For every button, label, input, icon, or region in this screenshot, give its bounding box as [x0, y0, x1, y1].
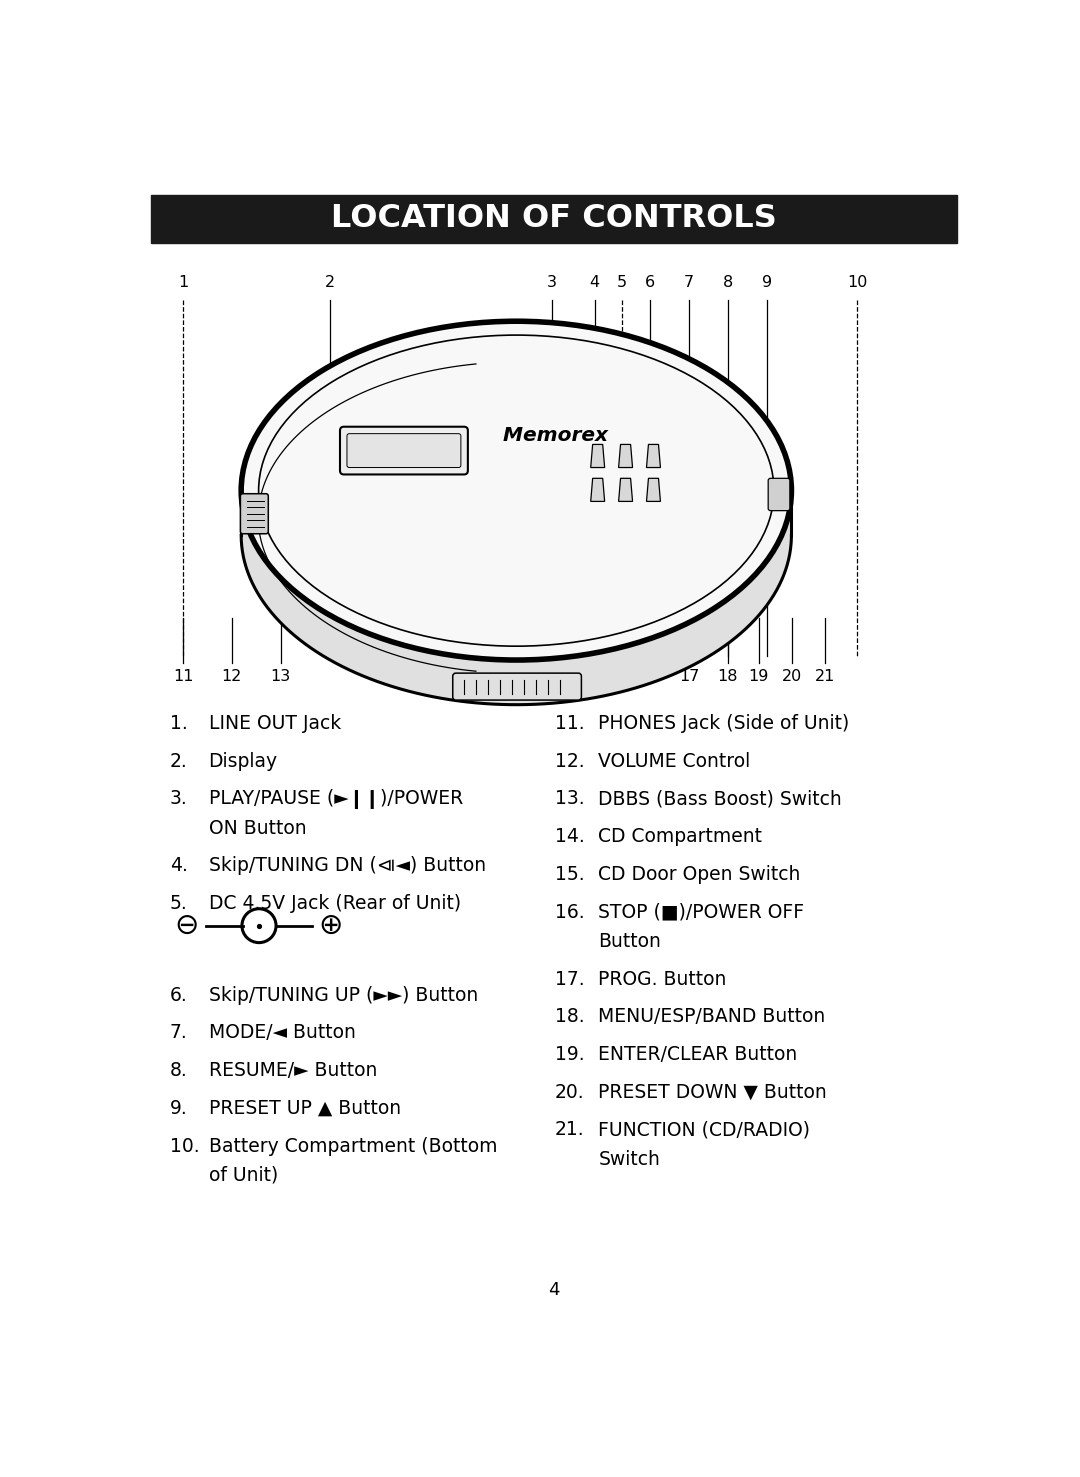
Text: Skip/TUNING UP (►►) Button: Skip/TUNING UP (►►) Button	[208, 985, 477, 1004]
FancyBboxPatch shape	[453, 674, 581, 700]
Text: 8.: 8.	[170, 1060, 188, 1080]
Text: Switch: Switch	[598, 1149, 660, 1168]
Text: 21.: 21.	[555, 1121, 584, 1139]
Text: 1.: 1.	[170, 713, 188, 733]
Text: 13.: 13.	[555, 789, 584, 808]
Text: RESUME/► Button: RESUME/► Button	[208, 1060, 377, 1080]
Text: 21: 21	[814, 669, 835, 684]
Polygon shape	[591, 445, 605, 468]
Polygon shape	[619, 479, 633, 501]
Text: ⊖: ⊖	[175, 911, 199, 939]
Text: 8: 8	[723, 275, 733, 291]
Text: 14.: 14.	[555, 827, 584, 846]
Text: 4: 4	[548, 1281, 559, 1298]
Text: ⊕: ⊕	[319, 911, 342, 939]
Text: of Unit): of Unit)	[208, 1165, 278, 1185]
Polygon shape	[591, 479, 605, 501]
Text: PLAY/PAUSE (►❙❙)/POWER: PLAY/PAUSE (►❙❙)/POWER	[208, 789, 463, 809]
Text: 10.: 10.	[170, 1137, 200, 1155]
Text: 11.: 11.	[555, 713, 584, 733]
Text: 14: 14	[419, 669, 440, 684]
Polygon shape	[241, 490, 792, 705]
Text: 10: 10	[847, 275, 867, 291]
Text: 5: 5	[617, 275, 626, 291]
Text: Memorex: Memorex	[499, 425, 608, 445]
Text: 6.: 6.	[170, 985, 188, 1004]
Text: CD Compartment: CD Compartment	[598, 827, 762, 846]
Text: 6: 6	[646, 275, 656, 291]
Text: 9: 9	[761, 275, 772, 291]
Text: Button: Button	[598, 932, 661, 951]
Text: LOCATION OF CONTROLS: LOCATION OF CONTROLS	[330, 204, 777, 235]
Text: PRESET DOWN ▼ Button: PRESET DOWN ▼ Button	[598, 1083, 827, 1102]
Text: 3: 3	[546, 275, 557, 291]
Text: 12: 12	[221, 669, 242, 684]
FancyBboxPatch shape	[340, 427, 468, 474]
Text: PHONES Jack (Side of Unit): PHONES Jack (Side of Unit)	[598, 713, 850, 733]
FancyBboxPatch shape	[768, 479, 789, 511]
Text: 1: 1	[178, 275, 188, 291]
Text: 19: 19	[748, 669, 769, 684]
Text: 18: 18	[717, 669, 738, 684]
Text: PROG. Button: PROG. Button	[598, 969, 727, 988]
Text: 20: 20	[782, 669, 802, 684]
Text: 18.: 18.	[555, 1007, 584, 1027]
Text: Display: Display	[208, 752, 278, 771]
Polygon shape	[647, 479, 661, 501]
Text: 7.: 7.	[170, 1024, 188, 1043]
Polygon shape	[647, 445, 661, 468]
Text: FUNCTION (CD/RADIO): FUNCTION (CD/RADIO)	[598, 1121, 810, 1139]
Text: Battery Compartment (Bottom: Battery Compartment (Bottom	[208, 1137, 497, 1155]
Text: 15: 15	[512, 669, 532, 684]
Text: 13: 13	[271, 669, 291, 684]
Text: 17.: 17.	[555, 969, 584, 988]
Text: DC 4.5V Jack (Rear of Unit): DC 4.5V Jack (Rear of Unit)	[208, 894, 461, 913]
Text: 3.: 3.	[170, 789, 188, 808]
Text: STOP (■)/POWER OFF: STOP (■)/POWER OFF	[598, 902, 805, 922]
Ellipse shape	[241, 321, 792, 660]
Text: ON Button: ON Button	[208, 818, 307, 837]
Text: MODE/◄ Button: MODE/◄ Button	[208, 1024, 355, 1043]
Text: 9.: 9.	[170, 1099, 188, 1118]
Text: VOLUME Control: VOLUME Control	[598, 752, 751, 771]
Text: ENTER/CLEAR Button: ENTER/CLEAR Button	[598, 1046, 798, 1063]
FancyBboxPatch shape	[347, 434, 461, 468]
Text: 12.: 12.	[555, 752, 584, 771]
Bar	[150, 195, 957, 242]
Text: 7: 7	[684, 275, 694, 291]
Text: 2.: 2.	[170, 752, 188, 771]
Text: 5.: 5.	[170, 894, 188, 913]
Text: 17: 17	[679, 669, 700, 684]
Text: 16.: 16.	[555, 902, 584, 922]
Text: LINE OUT Jack: LINE OUT Jack	[208, 713, 341, 733]
Text: MENU/ESP/BAND Button: MENU/ESP/BAND Button	[598, 1007, 826, 1027]
Text: 4.: 4.	[170, 857, 188, 876]
Text: 20.: 20.	[555, 1083, 584, 1102]
Text: DBBS (Bass Boost) Switch: DBBS (Bass Boost) Switch	[598, 789, 842, 808]
Text: 16: 16	[640, 669, 661, 684]
Text: CD Door Open Switch: CD Door Open Switch	[598, 866, 801, 883]
Text: 4: 4	[590, 275, 599, 291]
FancyBboxPatch shape	[241, 493, 268, 533]
Text: 11: 11	[173, 669, 193, 684]
Polygon shape	[619, 445, 633, 468]
Text: 2: 2	[325, 275, 336, 291]
Text: PRESET UP ▲ Button: PRESET UP ▲ Button	[208, 1099, 401, 1118]
Text: 19.: 19.	[555, 1046, 584, 1063]
Text: Skip/TUNING DN (⧏◄) Button: Skip/TUNING DN (⧏◄) Button	[208, 857, 486, 876]
Text: 15.: 15.	[555, 866, 584, 883]
